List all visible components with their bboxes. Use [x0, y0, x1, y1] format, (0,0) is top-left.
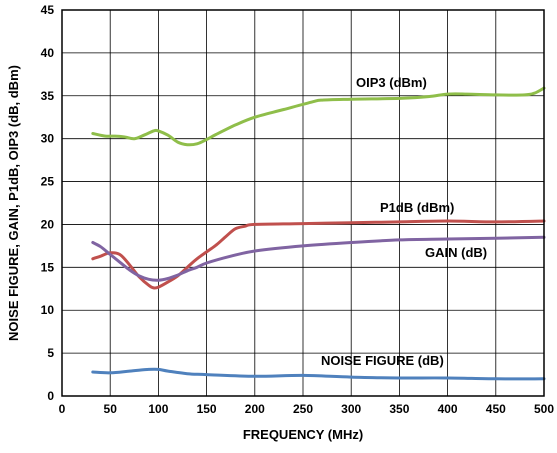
y-tick-label: 30	[41, 132, 55, 146]
y-tick-label: 15	[41, 260, 55, 274]
series-line-oip3-dbm	[91, 86, 546, 147]
x-axis-title: FREQUENCY (MHz)	[243, 427, 363, 442]
x-tick-label: 150	[197, 402, 217, 416]
annotation-oip3: OIP3 (dBm)	[356, 75, 427, 90]
y-tick-labels: 0 5 10 15 20 25 30 35 40 45	[41, 3, 55, 403]
x-tick-label: 450	[486, 402, 506, 416]
x-tick-label: 50	[104, 402, 118, 416]
y-tick-label: 5	[47, 346, 54, 360]
y-axis-title: NOISE FIGURE, GAIN, P1dB, OIP3 (dB, dBm)	[6, 65, 21, 341]
y-tick-label: 45	[41, 3, 55, 17]
x-tick-label: 0	[59, 402, 66, 416]
series-group	[91, 86, 546, 381]
x-tick-label: 200	[245, 402, 265, 416]
annotation-noise-figure: NOISE FIGURE (dB)	[321, 353, 444, 368]
y-tick-label: 20	[41, 217, 55, 231]
series-line-noise-figure-db	[91, 367, 546, 381]
y-tick-label: 0	[47, 389, 54, 403]
x-tick-label: 400	[438, 402, 458, 416]
y-tick-label: 40	[41, 46, 55, 60]
series-line-p1db-dbm	[91, 219, 546, 290]
x-tick-label: 500	[534, 402, 554, 416]
series-line-gain-db	[91, 235, 546, 282]
annotation-gain: GAIN (dB)	[425, 245, 487, 260]
y-tick-label: 10	[41, 303, 55, 317]
x-tick-label: 300	[341, 402, 361, 416]
y-tick-label: 35	[41, 89, 55, 103]
x-tick-label: 100	[148, 402, 168, 416]
x-tick-labels: 0 50 100 150 200 250 300 350 400 450 500	[59, 402, 555, 416]
annotation-p1db: P1dB (dBm)	[380, 200, 454, 215]
x-tick-label: 250	[293, 402, 313, 416]
x-tick-label: 350	[389, 402, 409, 416]
plot-frame	[61, 9, 545, 397]
grid	[62, 10, 544, 396]
y-tick-label: 25	[41, 175, 55, 189]
